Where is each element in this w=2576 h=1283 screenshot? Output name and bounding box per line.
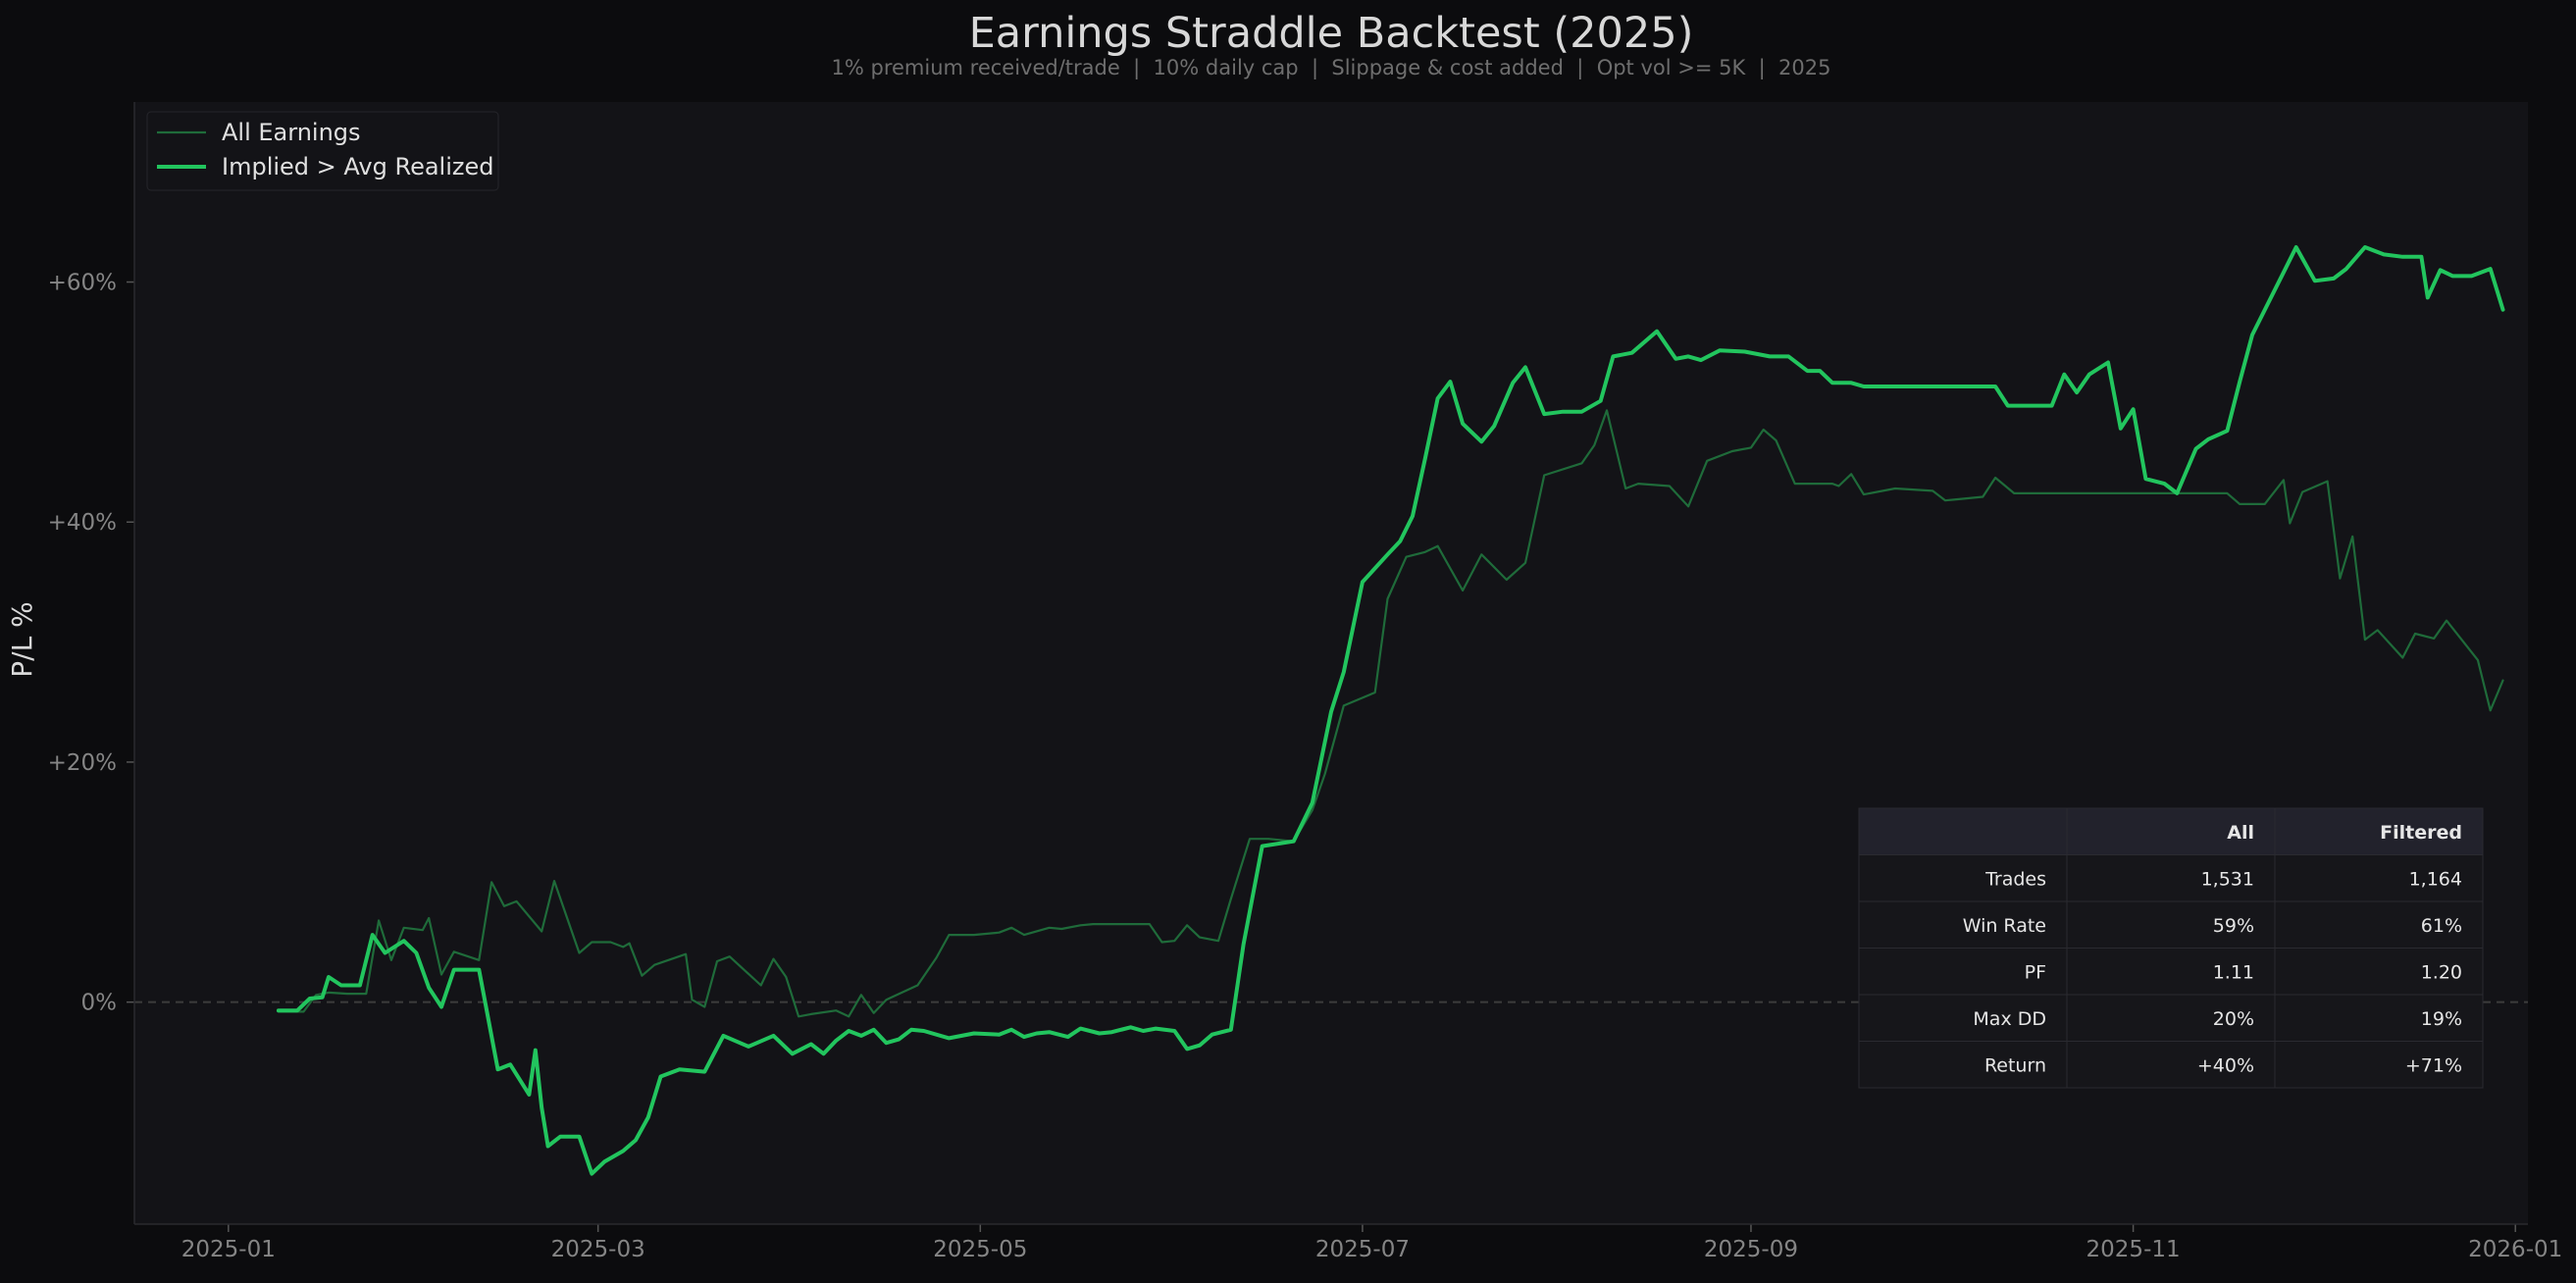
table-row-label: PF (2025, 961, 2046, 983)
table-value: +71% (2405, 1054, 2462, 1076)
table-cell (1858, 854, 2068, 902)
table-value: 59% (2213, 915, 2254, 937)
table-value: 1.11 (2213, 961, 2254, 983)
table-value: 1.20 (2421, 961, 2462, 983)
x-tick-label: 2025-09 (1704, 1237, 1798, 1262)
chart-subtitle: 1% premium received/trade | 10% daily ca… (832, 56, 1831, 80)
series-line-all-earnings (277, 409, 2504, 1018)
legend-entry: All Earnings (222, 119, 361, 146)
table-cell (1858, 1041, 2068, 1089)
x-tick-label: 2025-03 (551, 1237, 645, 1262)
table-row-label: Max DD (1973, 1008, 2046, 1030)
plot-layer: 0% +20% +40% +60% 2025-01 2025-03 2025-05 2025-… (48, 102, 2562, 1262)
y-tick-label: 0% (81, 991, 118, 1016)
table-cell (2274, 854, 2484, 902)
table-row-label: Win Rate (1963, 915, 2046, 937)
y-tick-label: +40% (48, 510, 117, 536)
table-cell (2274, 1041, 2484, 1089)
table-cell (2066, 1041, 2276, 1089)
table-value: +40% (2197, 1054, 2254, 1076)
y-axis-label: P/L % (6, 601, 38, 677)
table-value: 20% (2213, 1008, 2254, 1030)
table-cell (1858, 807, 2068, 855)
x-tick-label: 2025-11 (2087, 1237, 2181, 1262)
table-value: 1,531 (2201, 868, 2254, 890)
table-cell (2274, 948, 2484, 996)
table-value: 61% (2421, 915, 2462, 937)
table-header-label: Filtered (2380, 822, 2462, 844)
y-tick-label: +20% (48, 750, 117, 776)
table-cell (2066, 900, 2276, 949)
y-tick-label: +60% (48, 271, 117, 296)
table-header-label: All (2227, 822, 2254, 844)
chart-title: Earnings Straddle Backtest (2025) (969, 9, 1694, 58)
table-value: 19% (2421, 1008, 2462, 1030)
legend-entry: Implied > Avg Realized (222, 153, 493, 180)
table-value: 1,164 (2409, 868, 2462, 890)
table-cell (2066, 994, 2276, 1042)
series-line-implied-gt-avg-realized (276, 245, 2505, 1176)
table-cell (2274, 807, 2484, 855)
legend: All Earnings Implied > Avg Realized (146, 111, 499, 191)
x-tick-label: 2025-05 (933, 1237, 1027, 1262)
x-tick-label: 2025-01 (181, 1237, 276, 1262)
table-cell (2274, 994, 2484, 1042)
stats-table: All Filtered Trades 1,531 1,164 Win Rate 59% 61… (1858, 807, 2484, 1089)
table-row-label: Return (1984, 1054, 2046, 1076)
table-cell (2274, 900, 2484, 949)
x-tick-label: 2025-07 (1315, 1237, 1410, 1262)
legend-box (146, 111, 499, 191)
table-row-label: Trades (1984, 868, 2046, 890)
x-tick-label: 2026-01 (2468, 1237, 2562, 1262)
table-cell (2066, 948, 2276, 996)
